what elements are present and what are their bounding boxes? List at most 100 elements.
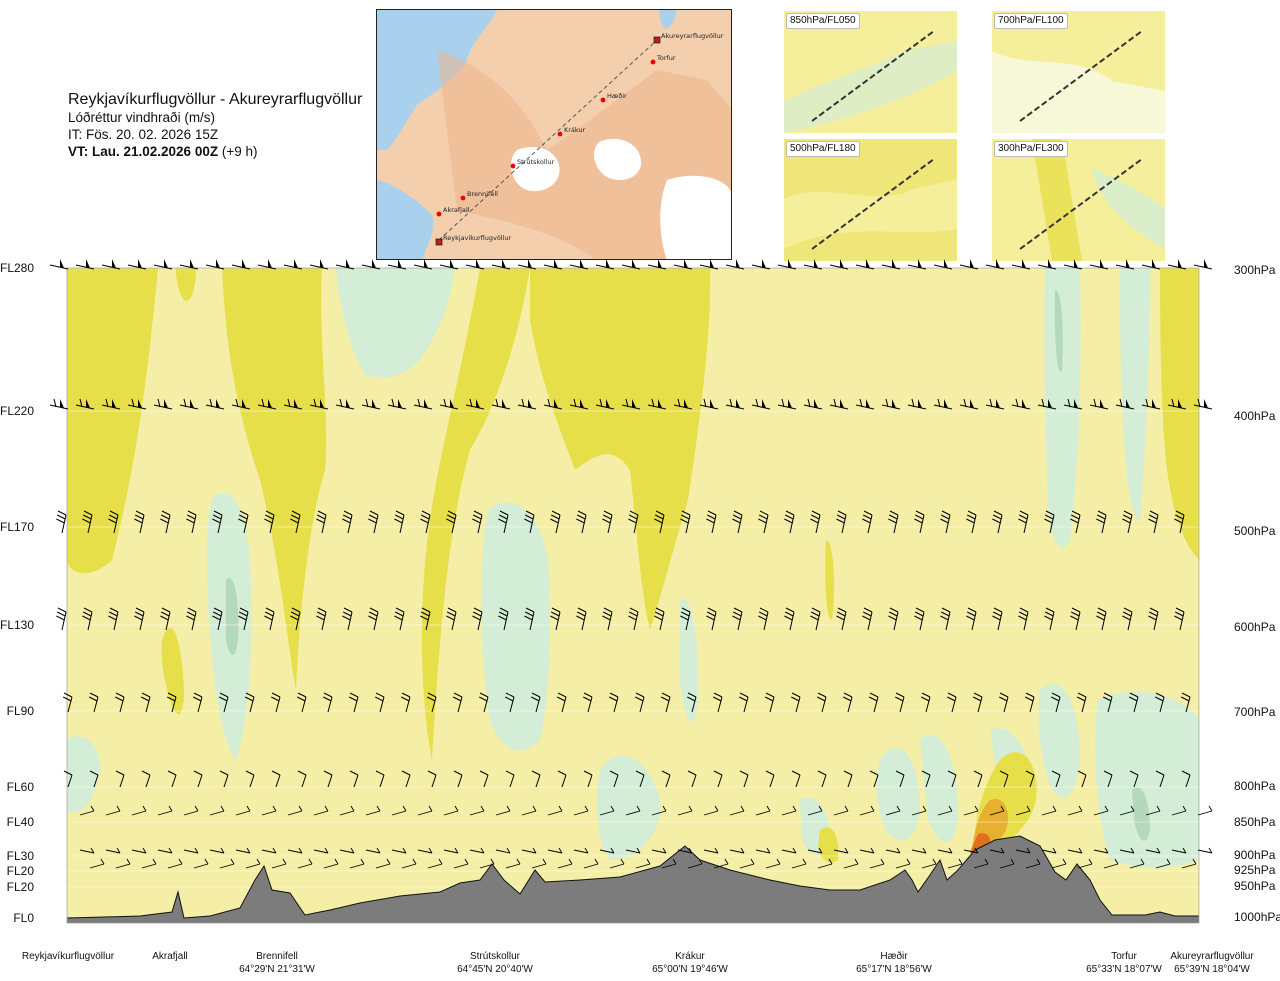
- wind-barb: [316, 607, 327, 631]
- wind-barb: [257, 398, 277, 410]
- wind-barb: [244, 692, 255, 713]
- wind-barb: [803, 259, 823, 270]
- flight-level-label: FL170: [0, 520, 35, 534]
- wind-barb: [959, 259, 979, 270]
- wind-barb: [1015, 847, 1031, 854]
- wind-barb: [452, 692, 463, 713]
- wind-barb: [313, 847, 329, 854]
- wind-barb: [257, 259, 277, 270]
- flight-level-label: FL40: [6, 815, 34, 829]
- wind-barb: [739, 858, 755, 869]
- wind-barb: [999, 770, 1009, 788]
- wind-barb: [261, 805, 277, 816]
- route-points: Akureyrarflugvöllur Torfur Hæðir Krákur Strú…: [435, 32, 724, 246]
- wind-barb: [1024, 692, 1035, 713]
- inset-svg: [992, 139, 1165, 261]
- wind-barb: [947, 858, 963, 869]
- wind-barb: [807, 805, 823, 816]
- wind-barb: [287, 847, 303, 854]
- wind-barb: [530, 692, 541, 713]
- wind-barb: [427, 770, 437, 788]
- wind-barb: [504, 692, 515, 713]
- flight-level-label: FL90: [6, 704, 34, 718]
- wind-barb: [313, 805, 329, 816]
- wind-barb: [1070, 607, 1081, 631]
- inset-label: 700hPa/FL100: [994, 13, 1068, 29]
- wind-barb: [472, 510, 483, 534]
- wind-barb: [205, 398, 225, 410]
- wind-barb: [1129, 858, 1145, 869]
- wind-barb: [365, 847, 381, 854]
- wind-barb: [739, 770, 749, 788]
- wind-barb: [391, 805, 407, 816]
- waypoint-name: Brennifell: [256, 951, 298, 962]
- wind-barb: [547, 847, 563, 854]
- wind-barb: [361, 259, 381, 270]
- wind-barb: [1051, 858, 1067, 869]
- wind-barb: [101, 398, 121, 410]
- wind-barb: [862, 607, 873, 631]
- wind-barb: [1171, 805, 1187, 816]
- wind-barb: [1044, 607, 1055, 631]
- wind-barb: [895, 770, 905, 788]
- wind-barb: [1096, 607, 1107, 631]
- wind-barb: [1076, 692, 1087, 713]
- wind-barb: [1167, 398, 1187, 410]
- wind-barb: [625, 805, 641, 816]
- wind-barb: [781, 847, 797, 854]
- waypoint-coordinates: 65°39'N 18°04'W: [1174, 964, 1250, 975]
- wind-barb: [290, 607, 301, 631]
- flight-level-label: FL20: [6, 880, 34, 894]
- wind-barb: [963, 805, 979, 816]
- wind-barb: [212, 607, 223, 631]
- wind-barb: [677, 805, 693, 816]
- wind-barb: [1171, 847, 1187, 854]
- wind-barb: [1148, 607, 1159, 631]
- wind-barb: [765, 858, 781, 869]
- wind-barb: [573, 805, 589, 816]
- wind-barb: [235, 805, 251, 816]
- wind-barb: [946, 692, 957, 713]
- wind-barb: [576, 510, 587, 534]
- wind-barb: [869, 770, 879, 788]
- wind-barb: [609, 858, 625, 869]
- wind-barb: [933, 398, 953, 410]
- route-map-svg: Akureyrarflugvöllur Torfur Hæðir Krákur Strú…: [377, 10, 731, 259]
- wind-barb: [283, 259, 303, 270]
- wind-barb: [885, 847, 901, 854]
- wind-barb: [1063, 398, 1083, 410]
- wind-barb: [732, 510, 743, 534]
- wind-barb: [959, 398, 979, 410]
- wind-barb: [478, 692, 489, 713]
- wind-barb: [937, 805, 953, 816]
- wind-barb: [1119, 847, 1135, 854]
- pressure-level-label: 850hPa: [1234, 815, 1276, 829]
- wind-barb: [153, 259, 173, 270]
- wind-barb: [1011, 398, 1031, 410]
- pressure-level-label: 500hPa: [1234, 524, 1276, 538]
- wind-barb: [628, 510, 639, 534]
- updraft-region: [176, 268, 196, 301]
- waypoint-coordinates: 65°17'N 18°56'W: [856, 964, 932, 975]
- wind-barb: [160, 510, 171, 534]
- wind-barb: [374, 692, 385, 713]
- wind-barb: [167, 770, 177, 788]
- sea-area: [377, 10, 497, 150]
- wind-barb: [1128, 692, 1139, 713]
- wind-barb: [673, 398, 693, 410]
- wind-barb: [963, 847, 979, 854]
- wind-barb: [290, 510, 301, 534]
- inset-svg: [992, 11, 1165, 133]
- wind-barb: [316, 510, 327, 534]
- wind-barb: [628, 607, 639, 631]
- wind-barb: [557, 770, 567, 788]
- flight-level-label: FL0: [13, 911, 34, 925]
- variable-name: Lóðréttur vindhraði (m/s): [68, 110, 216, 125]
- wind-barb: [1015, 805, 1031, 816]
- glacier-hofsjokull: [594, 138, 642, 180]
- wind-barb: [660, 692, 671, 713]
- wind-barb: [127, 398, 147, 410]
- wind-barb: [920, 692, 931, 713]
- wind-barb: [1011, 259, 1031, 270]
- wind-barb: [843, 858, 859, 869]
